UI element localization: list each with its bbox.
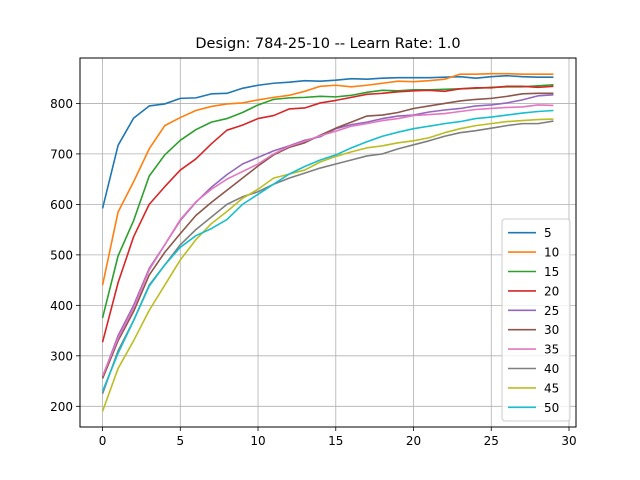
y-tick-label: 700: [50, 147, 73, 161]
legend-label: 30: [544, 323, 559, 337]
x-tick-label: 20: [406, 434, 421, 448]
legend-label: 10: [544, 246, 559, 260]
series-lines: [101, 72, 554, 412]
plot-frame: [79, 57, 577, 428]
series-line-35: [101, 104, 554, 377]
x-tick-label: 10: [250, 434, 265, 448]
x-tick-label: 5: [176, 434, 184, 448]
legend: 5 10 15 20 25 30 35 40 45 50: [501, 218, 571, 422]
legend-label: 25: [544, 304, 559, 318]
y-tick-label: 800: [50, 97, 73, 111]
legend-label: 50: [544, 401, 559, 415]
legend-label: 15: [544, 265, 559, 279]
legend-box: [501, 218, 571, 422]
y-tick-label: 500: [50, 248, 73, 262]
x-tick-label: 0: [99, 434, 107, 448]
gridlines: [80, 58, 576, 427]
y-tick-label: 600: [50, 198, 73, 212]
series-line-40: [101, 120, 554, 394]
series-line-10: [101, 72, 554, 286]
y-tick-label: 400: [50, 299, 73, 313]
series-line-50: [101, 109, 554, 392]
y-tick-label: 200: [50, 400, 73, 414]
legend-label: 40: [544, 362, 559, 376]
series-line-30: [101, 92, 554, 379]
series-line-45: [101, 118, 554, 412]
legend-label: 5: [544, 226, 552, 240]
y-tick-label: 300: [50, 349, 73, 363]
x-tick-label: 15: [328, 434, 343, 448]
series-line-20: [101, 85, 554, 343]
x-tick-label: 30: [561, 434, 576, 448]
chart-title: Design: 784-25-10 -- Learn Rate: 1.0: [195, 36, 460, 52]
axis-ticks: 0 5 10 15 20 25 30 200 300 400 500 600 700 800: [50, 97, 577, 448]
x-tick-label: 25: [484, 434, 499, 448]
legend-label: 45: [544, 381, 559, 395]
legend-label: 35: [544, 343, 559, 357]
legend-label: 20: [544, 284, 559, 298]
series-line-5: [101, 74, 554, 209]
